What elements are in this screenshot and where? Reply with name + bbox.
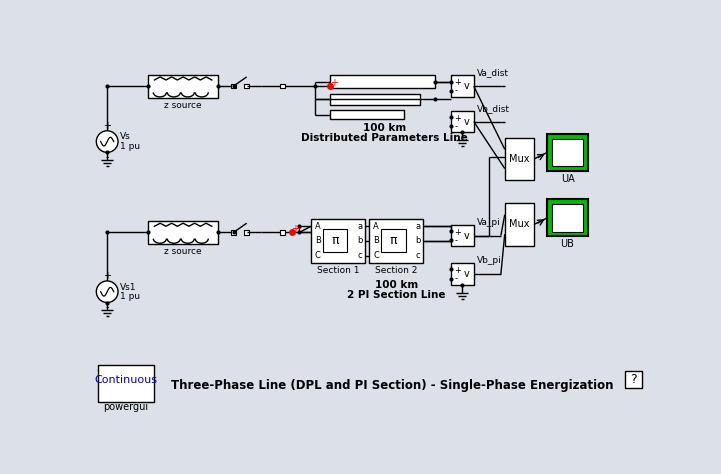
Text: B: B bbox=[315, 237, 321, 246]
Text: UB: UB bbox=[561, 239, 575, 249]
Text: Va_pi: Va_pi bbox=[477, 218, 500, 227]
Bar bbox=[451, 225, 474, 246]
Bar bbox=[322, 229, 348, 253]
Bar bbox=[231, 230, 236, 235]
Text: c: c bbox=[358, 251, 362, 260]
Text: v: v bbox=[464, 269, 469, 279]
Text: powergui: powergui bbox=[103, 402, 149, 412]
Text: 100 km: 100 km bbox=[363, 124, 406, 134]
Bar bbox=[552, 204, 583, 232]
Bar bbox=[149, 74, 218, 98]
Text: π: π bbox=[331, 235, 339, 247]
Text: z source: z source bbox=[164, 101, 202, 110]
Text: UA: UA bbox=[561, 173, 575, 183]
Text: +: + bbox=[103, 121, 111, 131]
Text: -: - bbox=[454, 274, 457, 283]
Bar bbox=[547, 134, 588, 171]
Text: 1 pu: 1 pu bbox=[120, 292, 141, 301]
Text: +: + bbox=[330, 78, 338, 88]
Text: B: B bbox=[373, 237, 379, 246]
Text: ?: ? bbox=[630, 373, 637, 386]
Text: π: π bbox=[389, 235, 397, 247]
Text: Vs1: Vs1 bbox=[120, 283, 137, 292]
Text: -: - bbox=[105, 152, 109, 162]
Text: +: + bbox=[454, 266, 461, 275]
Text: 100 km: 100 km bbox=[375, 280, 418, 290]
Bar bbox=[311, 219, 366, 263]
Bar bbox=[98, 365, 154, 402]
Text: Vb_dist: Vb_dist bbox=[477, 104, 510, 113]
Text: 1 pu: 1 pu bbox=[120, 142, 141, 151]
Bar bbox=[625, 371, 642, 388]
Circle shape bbox=[97, 131, 118, 152]
Circle shape bbox=[97, 281, 118, 302]
Text: C: C bbox=[373, 251, 379, 260]
Bar bbox=[330, 94, 420, 105]
Bar bbox=[280, 84, 285, 89]
Text: Distributed Parameters Line: Distributed Parameters Line bbox=[301, 133, 468, 143]
Text: Three-Phase Line (DPL and PI Section) - Single-Phase Energization: Three-Phase Line (DPL and PI Section) - … bbox=[171, 379, 614, 392]
Text: A: A bbox=[373, 222, 379, 231]
Text: 2 PI Section Line: 2 PI Section Line bbox=[347, 290, 446, 300]
Text: +: + bbox=[454, 78, 461, 87]
Bar bbox=[451, 75, 474, 97]
Bar bbox=[244, 230, 249, 235]
Bar bbox=[244, 84, 249, 89]
Text: b: b bbox=[415, 237, 421, 246]
Text: a: a bbox=[358, 222, 363, 231]
Text: A: A bbox=[315, 222, 321, 231]
Text: Va_dist: Va_dist bbox=[477, 69, 509, 78]
Text: -: - bbox=[105, 302, 109, 312]
Bar bbox=[149, 221, 218, 244]
Text: c: c bbox=[415, 251, 420, 260]
Text: v: v bbox=[464, 81, 469, 91]
Text: v: v bbox=[464, 230, 469, 240]
Text: Section 2: Section 2 bbox=[375, 266, 417, 275]
Text: Mux: Mux bbox=[509, 154, 530, 164]
Text: -: - bbox=[454, 236, 457, 245]
Bar bbox=[369, 219, 423, 263]
Text: Vs: Vs bbox=[120, 132, 131, 141]
Text: +: + bbox=[103, 271, 111, 282]
Text: Mux: Mux bbox=[509, 219, 530, 229]
Bar bbox=[451, 263, 474, 285]
Text: z source: z source bbox=[164, 247, 202, 256]
Bar bbox=[330, 75, 435, 88]
Bar bbox=[381, 229, 405, 253]
Text: b: b bbox=[358, 237, 363, 246]
Text: +: + bbox=[454, 228, 461, 237]
Bar bbox=[451, 111, 474, 132]
Bar bbox=[552, 138, 583, 166]
Text: +: + bbox=[454, 114, 461, 123]
Bar bbox=[330, 110, 404, 119]
Bar bbox=[505, 203, 534, 246]
Text: Section 1: Section 1 bbox=[317, 266, 359, 275]
Text: Vb_pi: Vb_pi bbox=[477, 256, 502, 265]
Bar bbox=[547, 200, 588, 237]
Text: +: + bbox=[291, 224, 299, 234]
Text: -: - bbox=[454, 86, 457, 95]
Text: v: v bbox=[464, 117, 469, 127]
Text: a: a bbox=[415, 222, 421, 231]
Text: Continuous: Continuous bbox=[94, 375, 157, 385]
Bar bbox=[280, 230, 285, 235]
Text: C: C bbox=[315, 251, 321, 260]
Text: -: - bbox=[454, 122, 457, 131]
Bar bbox=[231, 84, 236, 89]
Bar bbox=[505, 138, 534, 180]
